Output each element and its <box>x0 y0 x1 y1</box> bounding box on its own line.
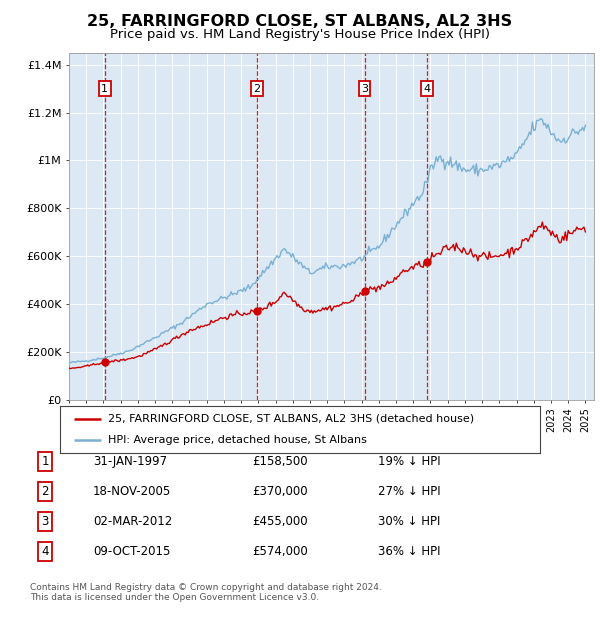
Text: £574,000: £574,000 <box>252 545 308 557</box>
Text: 19% ↓ HPI: 19% ↓ HPI <box>378 456 440 468</box>
Text: HPI: Average price, detached house, St Albans: HPI: Average price, detached house, St A… <box>108 435 367 445</box>
Text: 36% ↓ HPI: 36% ↓ HPI <box>378 545 440 557</box>
Text: 3: 3 <box>361 84 368 94</box>
Text: 02-MAR-2012: 02-MAR-2012 <box>93 515 172 528</box>
Text: £370,000: £370,000 <box>252 485 308 498</box>
Text: 4: 4 <box>423 84 430 94</box>
Text: 3: 3 <box>41 515 49 528</box>
Text: 25, FARRINGFORD CLOSE, ST ALBANS, AL2 3HS (detached house): 25, FARRINGFORD CLOSE, ST ALBANS, AL2 3H… <box>108 414 474 423</box>
Text: 31-JAN-1997: 31-JAN-1997 <box>93 456 167 468</box>
Text: 30% ↓ HPI: 30% ↓ HPI <box>378 515 440 528</box>
Text: 09-OCT-2015: 09-OCT-2015 <box>93 545 170 557</box>
Text: £455,000: £455,000 <box>252 515 308 528</box>
Text: 1: 1 <box>41 456 49 468</box>
Text: £158,500: £158,500 <box>252 456 308 468</box>
Text: 4: 4 <box>41 545 49 557</box>
Text: 2: 2 <box>253 84 260 94</box>
Text: 27% ↓ HPI: 27% ↓ HPI <box>378 485 440 498</box>
Text: 2: 2 <box>41 485 49 498</box>
Text: Price paid vs. HM Land Registry's House Price Index (HPI): Price paid vs. HM Land Registry's House … <box>110 28 490 41</box>
Text: 1: 1 <box>101 84 109 94</box>
Text: 18-NOV-2005: 18-NOV-2005 <box>93 485 171 498</box>
Text: Contains HM Land Registry data © Crown copyright and database right 2024.
This d: Contains HM Land Registry data © Crown c… <box>30 583 382 602</box>
Text: 25, FARRINGFORD CLOSE, ST ALBANS, AL2 3HS: 25, FARRINGFORD CLOSE, ST ALBANS, AL2 3H… <box>88 14 512 29</box>
